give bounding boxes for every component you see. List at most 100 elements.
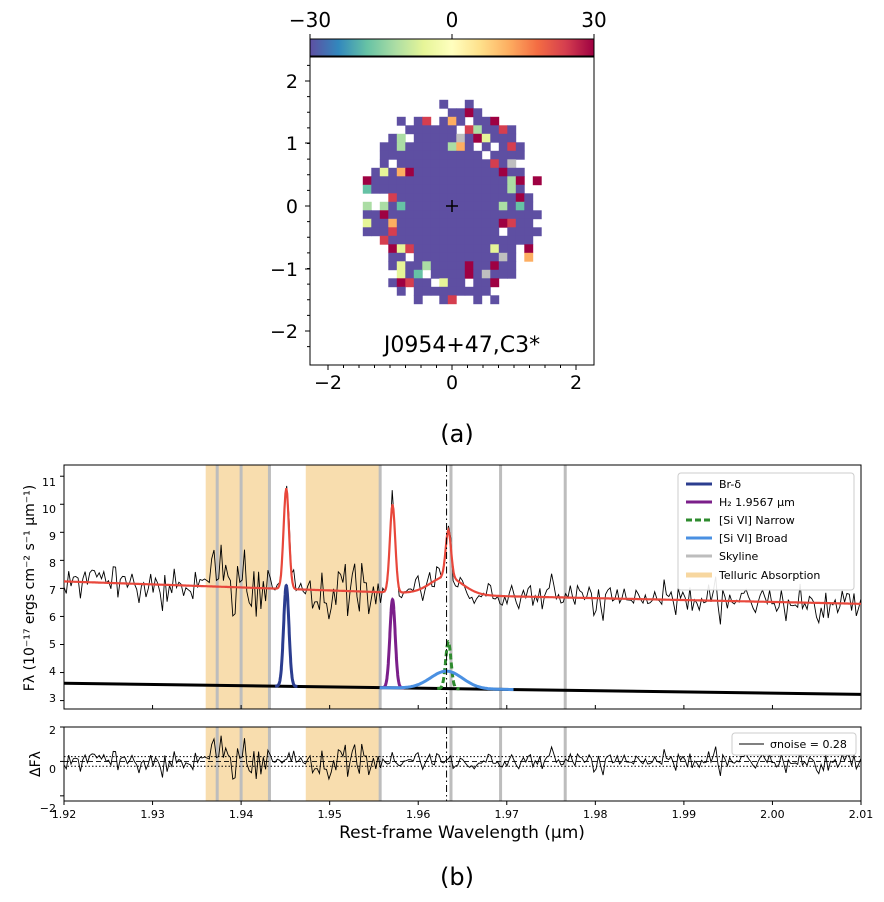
residual-y-axis-label: ΔFλ (28, 751, 44, 777)
map-pixel (439, 210, 449, 220)
map-pixel (507, 193, 517, 203)
map-pixel (481, 244, 491, 254)
map-pixel (464, 150, 474, 160)
map-pixel (524, 235, 534, 245)
spectrum-y-tick-label: 5 (49, 638, 56, 651)
map-pixel (422, 150, 432, 160)
map-pixel (490, 159, 500, 169)
map-pixel (524, 244, 534, 254)
map-pixel (464, 227, 474, 237)
map-pixel (396, 167, 406, 177)
map-pixel (422, 176, 432, 186)
residual-y-tick-label: 0 (49, 763, 56, 776)
residual-curve (63, 735, 862, 781)
map-pixel (430, 125, 440, 135)
map-pixel (456, 201, 466, 211)
map-pixel (430, 133, 440, 143)
map-pixel (413, 227, 423, 237)
map-pixel (507, 133, 517, 143)
component-line (437, 640, 460, 691)
spectrum-curves (63, 465, 862, 709)
map-pixel (447, 278, 457, 288)
map-pixel (413, 150, 423, 160)
map-pixel (473, 176, 483, 186)
map-pixel (388, 201, 398, 211)
map-pixel (473, 125, 483, 135)
map-pixel (422, 116, 432, 126)
map-pixel (439, 193, 449, 203)
map-pixel (456, 167, 466, 177)
y-axis-label: Fλ (10⁻¹⁷ ergs cm⁻² s⁻¹ μm⁻¹) (22, 485, 38, 691)
map-pixel (422, 227, 432, 237)
map-pixel (464, 244, 474, 254)
map-pixel (396, 184, 406, 194)
map-pixel (515, 193, 525, 203)
map-pixel (439, 125, 449, 135)
map-pixel (439, 116, 449, 126)
x-tick-label: 1.97 (495, 808, 520, 821)
map-pixel (490, 210, 500, 220)
map-pixel (405, 167, 415, 177)
noise-legend-box (731, 732, 857, 756)
map-pixel (439, 176, 449, 186)
map-pixel (430, 150, 440, 160)
map-pixel (396, 227, 406, 237)
map-pixel (464, 261, 474, 271)
map-pixel (490, 218, 500, 228)
map-pixel (396, 286, 406, 296)
map-pixel (524, 193, 534, 203)
map-pixel (507, 184, 517, 194)
map-pixel (498, 235, 508, 245)
map-pixel (405, 125, 415, 135)
map-pixel (473, 116, 483, 126)
map-pixel (430, 261, 440, 271)
map-pixel (481, 227, 491, 237)
map-pixel (464, 210, 474, 220)
residual-axes (63, 726, 862, 802)
map-pixel (388, 261, 398, 271)
map-pixel (464, 184, 474, 194)
map-pixel (388, 210, 398, 220)
map-pixel (430, 235, 440, 245)
object-label: J0954+47,C3* (382, 333, 540, 358)
x-tick-label: 1.99 (672, 808, 697, 821)
x-tick-label: 1.98 (583, 808, 608, 821)
x-tick-label: 1.96 (406, 808, 431, 821)
map-pixel (439, 201, 449, 211)
map-pixel (456, 235, 466, 245)
map-pixel (447, 295, 457, 305)
legend-label: H₂ 1.9567 μm (719, 496, 795, 509)
map-pixel (498, 244, 508, 254)
map-pixel (430, 184, 440, 194)
map-pixel (396, 193, 406, 203)
map-pixel (490, 184, 500, 194)
map-pixel (439, 269, 449, 279)
map-pixel (447, 125, 457, 135)
map-pixel (422, 278, 432, 288)
noise-legend-label: σnoise = 0.28 (770, 738, 847, 751)
x-tick-label: 2.01 (849, 808, 874, 821)
map-pixel (447, 193, 457, 203)
x-tick-label: 1.94 (229, 808, 254, 821)
spectrum-y-tick-label: 10 (42, 503, 56, 516)
map-pixel (379, 218, 389, 228)
map-pixel (405, 142, 415, 152)
map-pixel (362, 201, 372, 211)
map-pixel (413, 184, 423, 194)
map-pixel (396, 261, 406, 271)
map-pixel (379, 167, 389, 177)
map-y-tick-label: 1 (286, 133, 298, 155)
telluric-region (305, 727, 381, 801)
map-pixel (447, 116, 457, 126)
map-pixel (447, 218, 457, 228)
spectrum-y-tick-label: 11 (42, 476, 56, 489)
x-tick-label: 1.92 (52, 808, 77, 821)
map-pixel (396, 278, 406, 288)
map-pixel (456, 210, 466, 220)
map-pixel (464, 99, 474, 109)
residual-y-tick-label: 2 (49, 724, 56, 737)
map-pixel (507, 125, 517, 135)
map-pixel (405, 193, 415, 203)
map-pixel (498, 269, 508, 279)
map-pixel (430, 269, 440, 279)
